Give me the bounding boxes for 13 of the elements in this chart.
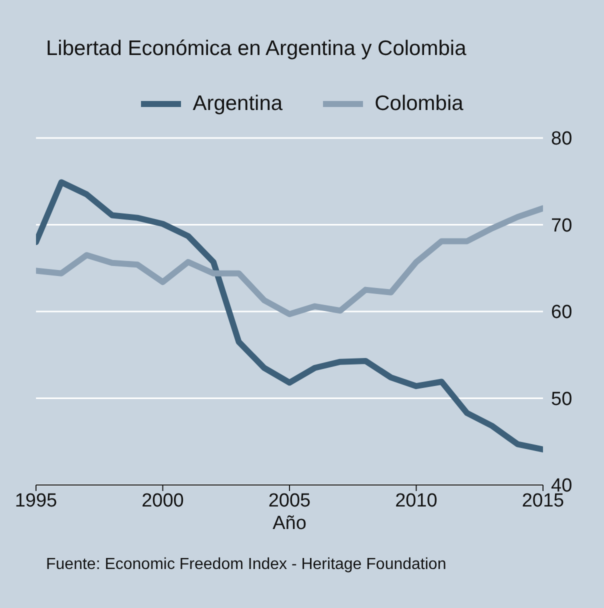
legend-label: Colombia <box>374 92 464 116</box>
source-note: Fuente: Economic Freedom Index - Heritage Foundation <box>46 556 446 574</box>
x-tick-label: 1995 <box>14 490 58 512</box>
x-tick-label: 2005 <box>268 490 311 512</box>
chart-title: Libertad Económica en Argentina y Colombia <box>46 37 466 61</box>
y-tick-label: 70 <box>551 215 572 236</box>
x-tick-label: 2010 <box>395 490 438 512</box>
y-tick-label: 60 <box>551 302 572 324</box>
y-tick-label: 50 <box>551 388 572 410</box>
x-tick-label: 2000 <box>142 490 184 512</box>
y-tick-label: 80 <box>551 128 572 150</box>
legend-label: Argentina <box>192 92 283 116</box>
x-axis-title: Año <box>272 513 308 535</box>
